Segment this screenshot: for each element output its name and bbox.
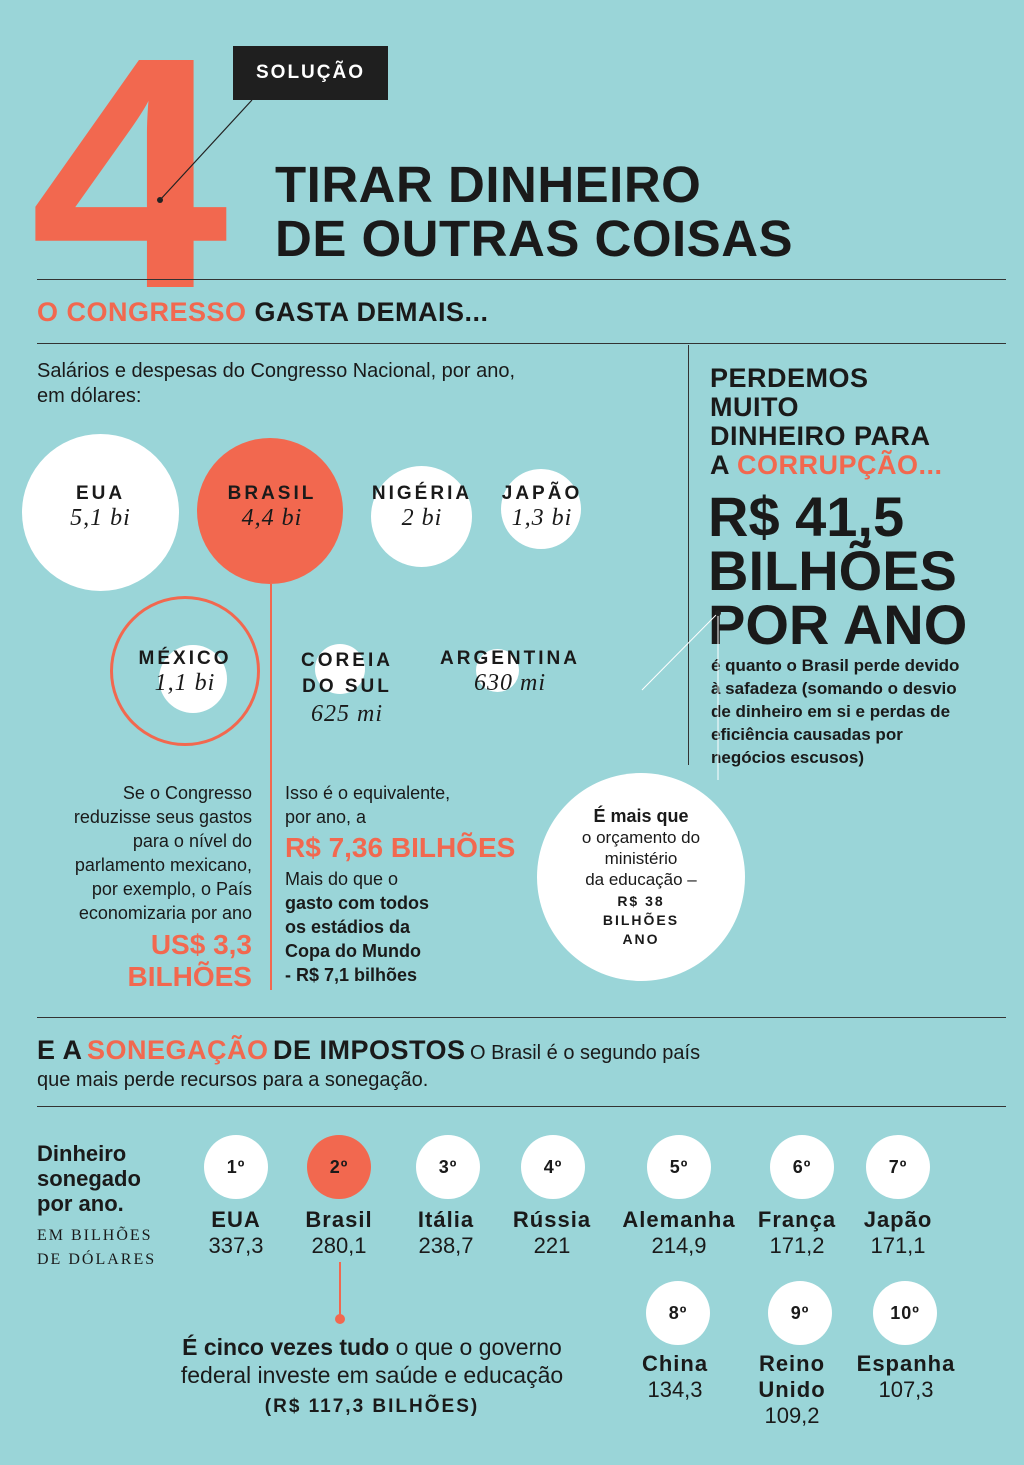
divider bbox=[37, 1017, 1006, 1018]
tax-note-connector bbox=[339, 1262, 341, 1318]
badge-connector bbox=[157, 99, 253, 203]
rank-1-country: EUA 337,3 bbox=[208, 1207, 264, 1258]
rank-2-badge: 2º bbox=[307, 1135, 371, 1199]
circle-nigeria bbox=[371, 466, 472, 567]
circle-coreia bbox=[315, 644, 365, 694]
circle-mexico bbox=[159, 645, 227, 713]
congress-title-rest: GASTA DEMAIS... bbox=[254, 297, 489, 327]
tax-side-unit: EM BILHÕES DE DÓLARES bbox=[37, 1227, 157, 1268]
solution-badge: SOLUÇÃO bbox=[233, 46, 388, 100]
corruption-connector bbox=[641, 610, 721, 780]
section-number: 4 bbox=[30, 0, 228, 357]
column-divider bbox=[688, 345, 689, 765]
tax-title: E A SONEGAÇÃO DE IMPOSTOS O Brasil é o s… bbox=[37, 1035, 701, 1065]
page-title-line1: TIRAR DINHEIRO bbox=[275, 156, 702, 213]
tax-note-connector-dot bbox=[335, 1314, 345, 1324]
rank-9-country: Reino Unido 109,2 bbox=[758, 1351, 826, 1428]
page-title: TIRAR DINHEIRO DE OUTRAS COISAS bbox=[275, 158, 793, 266]
rank-6-badge: 6º bbox=[770, 1135, 834, 1199]
tax-desc-line2: que mais perde recursos para a sonegação… bbox=[37, 1069, 429, 1091]
mexico-connector bbox=[270, 780, 272, 990]
circle-argentina bbox=[476, 649, 519, 692]
corruption-title-highlight: CORRUPÇÃO... bbox=[737, 450, 943, 480]
corruption-amount: R$ 41,5 BILHÕES POR ANO bbox=[708, 485, 968, 656]
rank-7-country: Japão 171,1 bbox=[863, 1207, 933, 1258]
rank-3-country: Itália 238,7 bbox=[417, 1207, 475, 1258]
education-bubble bbox=[537, 773, 745, 981]
congress-subtitle: Salários e despesas do Congresso Naciona… bbox=[37, 360, 516, 407]
label-mexico: MÉXICO 1,1 bi bbox=[138, 648, 232, 696]
tax-note: É cinco vezes tudo o que o governo feder… bbox=[132, 1333, 612, 1421]
label-nigeria: NIGÉRIA 2 bi bbox=[371, 483, 473, 531]
rank-10-badge: 10º bbox=[873, 1281, 937, 1345]
rank-3-badge: 3º bbox=[416, 1135, 480, 1199]
label-argentina: ARGENTINA 630 mi bbox=[440, 648, 580, 696]
divider bbox=[37, 1106, 1006, 1107]
page-title-line2: DE OUTRAS COISAS bbox=[275, 210, 794, 267]
label-eua: EUA 5,1 bi bbox=[70, 483, 131, 531]
label-coreia: COREIA DO SUL 625 mi bbox=[301, 650, 393, 727]
circle-japao bbox=[501, 469, 581, 549]
tax-side-label: Dinheiro sonegado por ano. bbox=[37, 1141, 141, 1216]
mexico-savings-amount-line2: BILHÕES bbox=[127, 961, 252, 992]
education-bubble-text: É mais que o orçamento do ministério da … bbox=[581, 806, 701, 947]
divider bbox=[37, 279, 1006, 280]
rank-6-country: França 171,2 bbox=[757, 1207, 837, 1258]
mexico-savings-text: Se o Congresso reduzisse seus gastos par… bbox=[30, 781, 252, 993]
rank-10-country: Espanha 107,3 bbox=[856, 1351, 956, 1402]
rank-4-country: Rússia 221 bbox=[512, 1207, 592, 1258]
tax-title-highlight: SONEGAÇÃO bbox=[86, 1035, 269, 1065]
label-japao: JAPÃO 1,3 bi bbox=[501, 483, 583, 531]
congress-title: O CONGRESSO GASTA DEMAIS... bbox=[37, 297, 489, 328]
tax-desc-line1: O Brasil é o segundo país bbox=[469, 1042, 701, 1064]
corruption-title: PERDEMOS MUITO DINHEIRO PARA A CORRUPÇÃO… bbox=[710, 363, 943, 480]
circle-eua bbox=[22, 434, 179, 591]
brasil-equivalent-amount: R$ 7,36 BILHÕES bbox=[285, 832, 516, 863]
rank-4-badge: 4º bbox=[521, 1135, 585, 1199]
rank-1-badge: 1º bbox=[204, 1135, 268, 1199]
congress-title-highlight: O CONGRESSO bbox=[37, 297, 247, 327]
mexico-savings-amount-line1: US$ 3,3 bbox=[150, 929, 252, 960]
circle-brasil bbox=[197, 438, 343, 584]
divider bbox=[37, 343, 1006, 344]
rank-9-badge: 9º bbox=[768, 1281, 832, 1345]
circle-mexico-outline bbox=[110, 596, 260, 746]
brasil-equivalent-text: Isso é o equivalente, por ano, a R$ 7,36… bbox=[285, 781, 545, 987]
rank-7-badge: 7º bbox=[866, 1135, 930, 1199]
tax-note-amount: (R$ 117,3 BILHÕES) bbox=[264, 1396, 480, 1417]
rank-5-badge: 5º bbox=[647, 1135, 711, 1199]
rank-2-country: Brasil 280,1 bbox=[305, 1207, 373, 1258]
rank-8-country: China 134,3 bbox=[641, 1351, 709, 1402]
corruption-description: é quanto o Brasil perde devido à safadez… bbox=[711, 656, 960, 767]
rank-5-country: Alemanha 214,9 bbox=[622, 1207, 736, 1258]
label-brasil: BRASIL 4,4 bi bbox=[227, 483, 317, 531]
rank-8-badge: 8º bbox=[646, 1281, 710, 1345]
